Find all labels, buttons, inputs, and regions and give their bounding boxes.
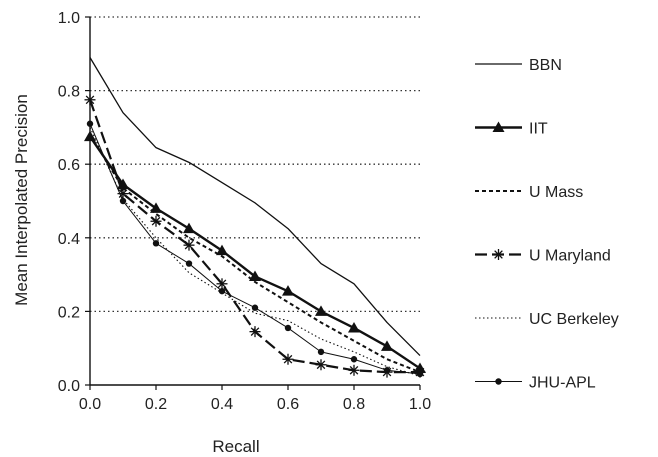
x-tick-label: 0.8: [343, 396, 365, 413]
tick-labels: 0.0 0.2 0.4 0.6 0.8 1.0 0.0 0.2 0.4 0.6 0.8 1.0: [58, 10, 431, 413]
legend-label: UC Berkeley: [529, 311, 619, 328]
y-tick-label: 0.2: [58, 304, 80, 321]
legend: BBN IIT U Mass U Maryland UC Berkeley JHU-APL: [475, 57, 619, 392]
data-point: [381, 340, 393, 351]
y-tick-label: 0.0: [58, 378, 80, 395]
series-u-mass: [89, 134, 421, 374]
series-line: [89, 57, 421, 357]
data-point: [119, 197, 127, 205]
y-tick-label: 0.4: [58, 231, 80, 248]
data-point: [383, 367, 391, 374]
legend-label: U Mass: [529, 184, 583, 201]
series-u-maryland: [84, 94, 426, 378]
legend-item: U Maryland: [475, 248, 611, 265]
legend-item: UC Berkeley: [475, 311, 619, 328]
data-point: [185, 260, 193, 267]
data-point: [249, 326, 261, 338]
data-point: [348, 364, 360, 376]
series-line: [89, 127, 421, 377]
y-tick-label: 0.6: [58, 157, 80, 174]
data-point: [317, 348, 325, 356]
data-point: [315, 359, 327, 371]
series-lines: [84, 57, 426, 378]
legend-marker: [493, 249, 504, 260]
series-bbn: [89, 57, 421, 357]
x-tick-label: 1.0: [409, 396, 431, 413]
legend-label: JHU-APL: [529, 375, 596, 392]
series-jhu-apl: [86, 120, 424, 378]
data-point: [282, 353, 294, 365]
y-axis-title: Mean Interpolated Precision: [12, 94, 31, 306]
data-point: [150, 202, 162, 213]
data-point: [216, 278, 228, 290]
legend-item: BBN: [475, 57, 562, 74]
data-point: [86, 120, 94, 127]
data-point: [282, 285, 294, 296]
legend-item: U Mass: [475, 184, 583, 201]
series-line: [89, 134, 421, 374]
data-point: [348, 321, 360, 333]
data-point: [183, 222, 195, 234]
legend-item: IIT: [475, 121, 548, 138]
axes: [85, 16, 421, 390]
x-axis-title: Recall: [212, 437, 259, 456]
gridlines: [90, 16, 420, 313]
data-point: [84, 94, 96, 106]
x-tick-label: 0.4: [211, 396, 233, 413]
data-point: [284, 324, 292, 332]
legend-marker: [492, 121, 505, 132]
data-point: [416, 370, 424, 378]
data-point: [350, 356, 358, 363]
data-point: [183, 239, 195, 251]
data-point: [249, 270, 261, 281]
data-point: [315, 305, 327, 316]
x-tick-label: 0.6: [277, 396, 299, 413]
x-tick-label: 0.2: [145, 396, 167, 413]
data-point: [251, 304, 259, 311]
data-point: [150, 215, 162, 227]
y-tick-label: 0.8: [58, 84, 80, 101]
data-point: [216, 244, 228, 256]
legend-label: IIT: [529, 121, 548, 138]
legend-marker: [495, 378, 502, 385]
series-uc-berkeley: [89, 127, 421, 377]
y-tick-label: 1.0: [58, 10, 80, 27]
legend-label: U Maryland: [529, 248, 611, 265]
legend-item: JHU-APL: [475, 375, 596, 392]
data-point: [152, 240, 160, 247]
data-point: [218, 287, 226, 295]
x-tick-label: 0.0: [79, 396, 101, 413]
legend-label: BBN: [529, 57, 562, 74]
